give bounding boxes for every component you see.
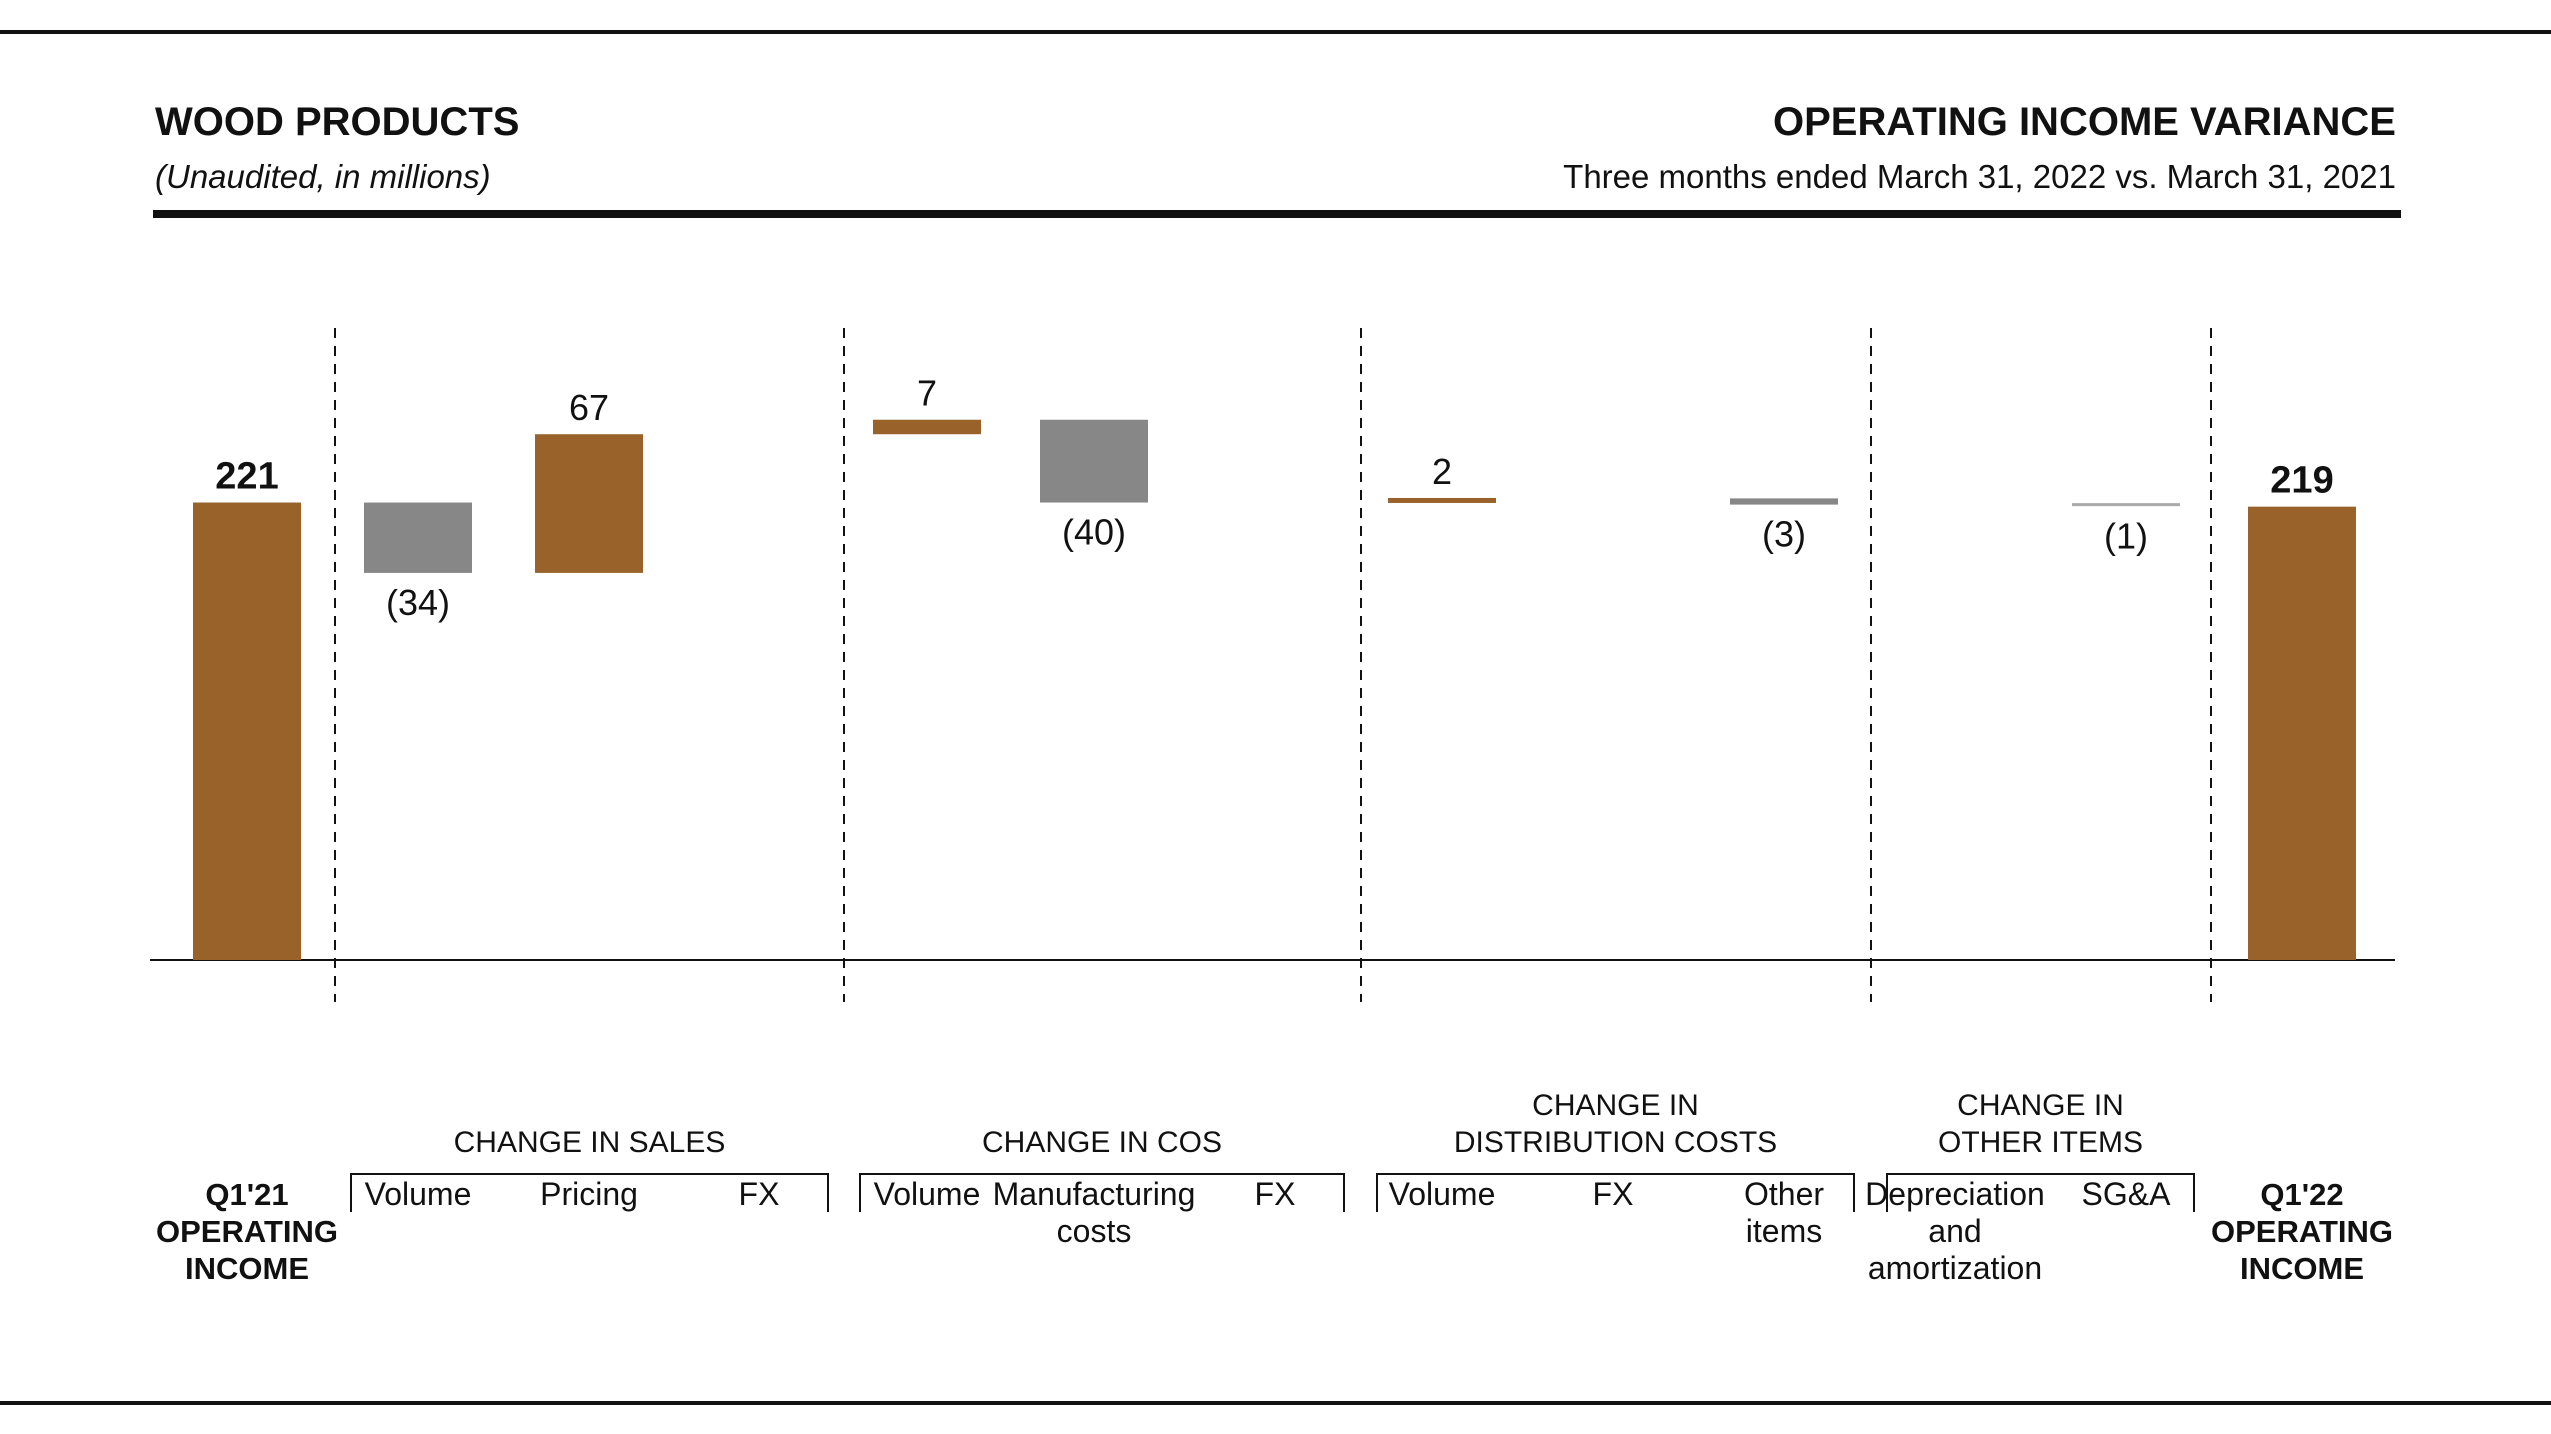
category-label: OPERATING: [156, 1214, 338, 1249]
data-label: 67: [569, 387, 609, 428]
data-label: (40): [1062, 512, 1126, 553]
category-label: Other: [1744, 1176, 1824, 1212]
data-label: 2: [1432, 451, 1452, 492]
bar: [535, 434, 643, 573]
data-label: 7: [917, 373, 937, 414]
category-label: Volume: [1389, 1176, 1496, 1212]
group-label: OTHER ITEMS: [1938, 1126, 2143, 1159]
bar: [1730, 498, 1838, 505]
chart-title-left: WOOD PRODUCTS: [155, 100, 520, 144]
category-label: INCOME: [2240, 1251, 2364, 1286]
category-label: Q1'21: [205, 1177, 288, 1212]
group-bracket: [1886, 1173, 2195, 1212]
category-label: Volume: [365, 1176, 472, 1212]
chart-subtitle-right: Three months ended March 31, 2022 vs. Ma…: [1563, 158, 2396, 195]
chart-title-right: OPERATING INCOME VARIANCE: [1773, 100, 2396, 144]
bar: [1388, 497, 1496, 503]
data-label: (3): [1762, 514, 1806, 555]
category-label: FX: [739, 1176, 780, 1212]
group-label: CHANGE IN: [1532, 1089, 1699, 1122]
category-label: Manufacturing: [993, 1176, 1196, 1212]
chart-subtitle-left: (Unaudited, in millions): [155, 158, 491, 195]
data-label: 221: [215, 456, 278, 498]
category-label: items: [1746, 1213, 1822, 1249]
category-label: OPERATING: [2211, 1214, 2393, 1249]
category-label: Volume: [874, 1176, 981, 1212]
bar: [873, 419, 981, 435]
category-label: SG&A: [2082, 1176, 2172, 1212]
group-bracket: [1376, 1173, 1855, 1212]
category-label: Pricing: [540, 1176, 638, 1212]
bar: [193, 502, 301, 960]
bottom-rule: [0, 1401, 2551, 1405]
header-rule: [153, 210, 2401, 218]
category-label: FX: [1255, 1176, 1296, 1212]
group-label: CHANGE IN: [1957, 1089, 2124, 1122]
group-bracket: [350, 1173, 829, 1212]
top-rule: [0, 30, 2551, 34]
data-label: (1): [2104, 516, 2148, 557]
category-label: Q1'22: [2260, 1177, 2343, 1212]
group-label: CHANGE IN SALES: [454, 1126, 726, 1159]
group-label: CHANGE IN COS: [982, 1126, 1222, 1159]
bar: [2248, 506, 2356, 960]
category-label: and: [1928, 1213, 1981, 1249]
group-label: DISTRIBUTION COSTS: [1454, 1126, 1777, 1159]
category-label: INCOME: [185, 1251, 309, 1286]
bar: [364, 502, 472, 573]
category-label: FX: [1593, 1176, 1634, 1212]
data-label: (34): [386, 582, 450, 623]
data-label: 219: [2270, 460, 2333, 502]
group-bracket: [859, 1173, 1345, 1212]
category-label: Depreciation: [1865, 1176, 2045, 1212]
category-label: amortization: [1868, 1250, 2042, 1286]
bar: [1040, 419, 1148, 503]
category-label: costs: [1057, 1213, 1132, 1249]
